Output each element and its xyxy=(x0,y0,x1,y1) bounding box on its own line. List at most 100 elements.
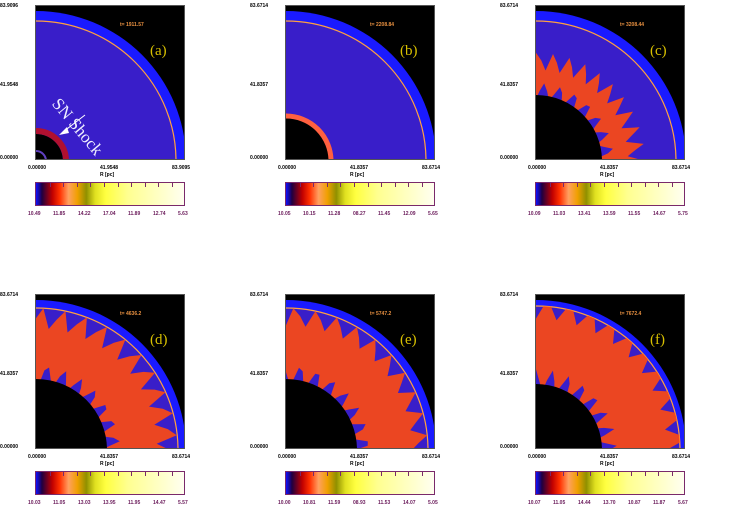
panel-a: 83.9096 41.9548 0.00000 0.00000 41.9548 … xyxy=(0,0,230,218)
colorbar-tick: 10.07 xyxy=(528,500,541,506)
y-tick: 0.00000 xyxy=(500,155,519,161)
x-tick: 0.00000 xyxy=(278,454,297,460)
colorbar xyxy=(285,182,435,206)
x-tick: 41.9548 xyxy=(100,165,119,171)
colorbar xyxy=(535,471,685,495)
colorbar-tick: 5.67 xyxy=(678,500,688,506)
x-tick: 83.6714 xyxy=(422,165,441,171)
x-tick: 83.6714 xyxy=(172,454,191,460)
ejecta-shell xyxy=(536,52,644,159)
sn-shock-front xyxy=(286,307,429,448)
cavity xyxy=(536,384,602,448)
colorbar-tick: 11.87 xyxy=(653,500,666,506)
y-tick: 0.00000 xyxy=(0,444,19,450)
colorbar-tick: 13.59 xyxy=(603,211,616,217)
panel-label: (a) xyxy=(150,43,167,59)
x-tick: 83.9095 xyxy=(172,165,191,171)
y-tick: 83.9096 xyxy=(0,3,19,9)
colorbar-tick: 13.95 xyxy=(103,500,116,506)
colorbar-tick: 17.04 xyxy=(103,211,116,217)
panel-b: 83.6714 41.8357 0.00000 0.00000 41.8357 … xyxy=(250,0,480,218)
time-label: t= 4636.2 xyxy=(120,311,142,317)
colorbar-tick: 10.87 xyxy=(628,500,641,506)
colorbar-tick: 08.27 xyxy=(353,211,366,217)
panel-e: 83.6714 41.8357 0.00000 0.00000 41.8357 … xyxy=(250,289,480,507)
time-label: t= 3208.44 xyxy=(620,22,645,28)
time-label: t= 5747.2 xyxy=(370,311,392,317)
x-tick: 83.6714 xyxy=(422,454,441,460)
colorbar-tick: 11.55 xyxy=(628,211,641,217)
panel-d: 83.6714 41.8357 0.00000 0.00000 41.8357 … xyxy=(0,289,230,507)
inner-ring xyxy=(36,128,69,159)
colorbar-tick: 5.65 xyxy=(428,211,438,217)
colorbar-tick: 11.85 xyxy=(53,211,66,217)
colorbar-tick: 11.45 xyxy=(378,211,391,217)
colorbar-tick: 11.95 xyxy=(128,500,141,506)
density-map xyxy=(285,294,435,449)
arrow-icon xyxy=(59,114,86,135)
panel-label: (f) xyxy=(650,332,665,348)
x-tick: 0.00000 xyxy=(528,454,547,460)
colorbar-tick: 5.57 xyxy=(178,500,188,506)
x-tick: 0.00000 xyxy=(28,165,47,171)
ejecta-shell xyxy=(286,308,428,448)
inner-ring xyxy=(286,113,334,159)
density-map xyxy=(535,294,685,449)
y-tick: 41.8357 xyxy=(250,82,269,88)
colorbar-tick: 10.05 xyxy=(278,211,291,217)
colorbar-tick: 11.05 xyxy=(53,500,66,506)
colorbar-tick: 11.28 xyxy=(328,211,341,217)
x-tick: 41.8357 xyxy=(350,454,369,460)
panel-label: (b) xyxy=(400,43,418,59)
colorbar-tick: 10.49 xyxy=(28,211,41,217)
colorbar-tick: 13.03 xyxy=(78,500,91,506)
ejecta-shell xyxy=(536,306,680,448)
colorbar-tick: 12.09 xyxy=(403,211,416,217)
colorbar-tick: 14.67 xyxy=(653,211,666,217)
y-tick: 83.6714 xyxy=(500,292,519,298)
panel-label: (e) xyxy=(400,332,417,348)
shocked-region xyxy=(286,21,426,159)
x-tick: 41.8357 xyxy=(600,165,619,171)
colorbar-tick: 14.44 xyxy=(578,500,591,506)
x-axis-label: R [pc] xyxy=(350,172,365,178)
colorbar-tick: 14.22 xyxy=(78,211,91,217)
y-tick: 41.8357 xyxy=(0,371,19,377)
shocked-region xyxy=(36,21,176,159)
colorbar-tick: 08.93 xyxy=(353,500,366,506)
colorbar-tick: 10.15 xyxy=(303,211,316,217)
time-label: t= 7672.4 xyxy=(620,311,642,317)
colorbar-tick: 13.70 xyxy=(603,500,616,506)
colorbar-tick: 10.81 xyxy=(303,500,316,506)
cavity xyxy=(286,118,329,159)
colorbar-tick: 10.00 xyxy=(278,500,291,506)
sn-shock-front xyxy=(286,20,427,159)
colorbar-tick: 5.63 xyxy=(178,211,188,217)
y-tick: 0.00000 xyxy=(250,155,269,161)
y-tick: 83.6714 xyxy=(500,3,519,9)
y-tick: 0.00000 xyxy=(0,155,19,161)
panel-c: 83.6714 41.8357 0.00000 0.00000 41.8357 … xyxy=(500,0,730,218)
colorbar xyxy=(35,471,185,495)
y-tick: 41.8357 xyxy=(500,371,519,377)
colorbar-tick: 11.03 xyxy=(553,211,566,217)
cavity xyxy=(36,379,107,448)
colorbar-tick: 11.59 xyxy=(328,500,341,506)
x-tick: 41.8357 xyxy=(350,165,369,171)
colorbar-tick: 12.74 xyxy=(153,211,166,217)
colorbar xyxy=(535,182,685,206)
panel-label: (c) xyxy=(650,43,667,59)
colorbar xyxy=(35,182,185,206)
y-tick: 0.00000 xyxy=(250,444,269,450)
colorbar xyxy=(285,471,435,495)
density-map xyxy=(35,294,185,449)
x-axis-label: R [pc] xyxy=(350,461,365,467)
y-tick: 83.6714 xyxy=(250,292,269,298)
ejecta-shell xyxy=(36,308,177,448)
x-axis-label: R [pc] xyxy=(100,172,115,178)
colorbar-tick: 11.89 xyxy=(128,211,141,217)
panel-f: 83.6714 41.8357 0.00000 0.00000 41.8357 … xyxy=(500,289,730,507)
colorbar-tick: 13.41 xyxy=(578,211,591,217)
x-tick: 83.6714 xyxy=(672,165,691,171)
time-label: t= 2208.84 xyxy=(370,22,395,28)
